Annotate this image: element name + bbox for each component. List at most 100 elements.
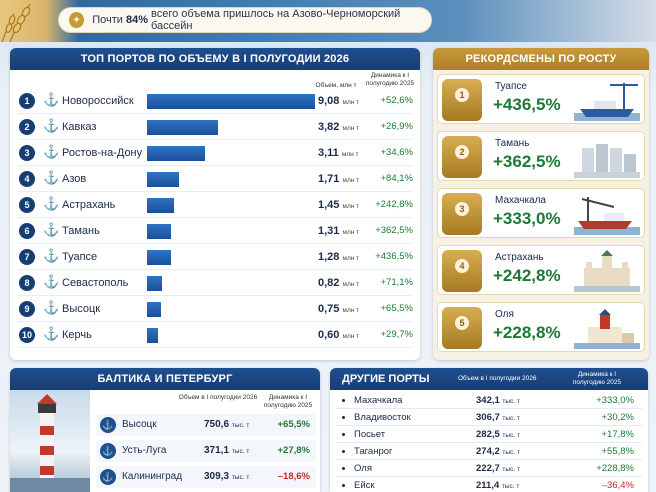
table-row: 3 ⚓ Ростов-на-Дону 3,11 млн т +34,6%: [10, 142, 420, 166]
volume-value: 371,1 тыс. т: [204, 445, 249, 456]
dynamics-value: +333,0%: [596, 395, 634, 406]
volume-unit: млн т: [342, 307, 360, 314]
volume-unit: млн т: [342, 333, 360, 340]
port-name: Астрахань: [62, 199, 116, 211]
volume-value: 222,7 тыс. т: [476, 463, 520, 474]
record-value: +242,8%: [493, 266, 561, 285]
other-ports-header: ДРУГИЕ ПОРТЫ Объем в I полугодии 2026 Ди…: [330, 368, 648, 390]
volume-unit: млн т: [342, 281, 360, 288]
volume-unit: тыс. т: [502, 432, 520, 439]
ship-illustration: [574, 83, 640, 121]
row-divider: [18, 321, 412, 322]
row-divider: [18, 269, 412, 270]
volume-value: 9,08 млн т: [318, 95, 359, 107]
volume-value: 274,2 тыс. т: [476, 446, 520, 457]
volume-number: 750,6: [204, 419, 230, 430]
bullet-icon: [342, 467, 345, 470]
dynamics-value: +228,8%: [596, 463, 634, 474]
volume-number: 371,1: [204, 445, 230, 456]
table-row: Ейск 211,4 тыс. т –36,4%: [336, 477, 642, 492]
bullet-icon: [342, 416, 345, 419]
volume-value: 309,3 тыс. т: [204, 471, 249, 482]
volume-number: 9,08: [318, 95, 340, 107]
anchor-icon: ⚓: [100, 443, 116, 459]
record-value: +362,5%: [493, 152, 561, 171]
church-illustration: [574, 309, 640, 349]
dynamics-value: +84,1%: [380, 173, 414, 184]
port-name: Тамань: [62, 225, 100, 237]
dynamics-value: +30,2%: [601, 412, 635, 423]
volume-value: 342,1 тыс. т: [476, 395, 520, 406]
rank-badge: 5: [19, 197, 35, 213]
port-name: Таганрог: [354, 446, 393, 457]
bullet-icon: [342, 450, 345, 453]
dynamics-value: +29,7%: [380, 329, 414, 340]
record-name: Астрахань: [495, 252, 544, 263]
rank-badge: 2: [19, 119, 35, 135]
table-row: Посьет 282,5 тыс. т +17,8%: [336, 426, 642, 443]
port-name: Азов: [62, 173, 87, 185]
volume-number: 1,28: [318, 251, 340, 263]
volume-unit: млн т: [342, 99, 360, 106]
volume-number: 0,75: [318, 303, 340, 315]
dynamics-value: +436,5%: [375, 251, 413, 262]
table-row: ⚓ Высоцк 750,6 тыс. т +65,5%: [96, 414, 316, 436]
table-row: 6 ⚓ Тамань 1,31 млн т +362,5%: [10, 220, 420, 244]
rank-badge: 8: [19, 275, 35, 291]
top-ports-panel: ТОП ПОРТОВ ПО ОБЪЕМУ В I ПОЛУГОДИИ 2026 …: [10, 48, 420, 360]
port-name: Усть-Луга: [122, 445, 167, 456]
anchor-icon: ⚓: [43, 326, 60, 341]
volume-unit: тыс. т: [501, 483, 520, 490]
row-divider: [18, 165, 412, 166]
volume-number: 1,45: [318, 199, 340, 211]
table-row: 5 ⚓ Астрахань 1,45 млн т +242,8%: [10, 194, 420, 218]
lighthouse-icon: [10, 394, 90, 492]
port-name: Керчь: [62, 329, 92, 341]
dynamics-value: +55,8%: [601, 446, 635, 457]
banner-text-pre: Почти: [92, 14, 123, 26]
anchor-icon: ⚓: [43, 196, 60, 211]
dynamics-value: +34,6%: [380, 147, 414, 158]
volume-number: 3,11: [318, 147, 339, 159]
table-row: 4 ⚓ Азов 1,71 млн т +84,1%: [10, 168, 420, 192]
dynamics-value: +242,8%: [375, 199, 413, 210]
volume-value: 0,60 млн т: [318, 329, 359, 341]
rank-badge: 6: [19, 223, 35, 239]
bar: [147, 250, 171, 265]
volume-number: 342,1: [476, 395, 500, 406]
dynamics-value: +65,5%: [380, 303, 414, 314]
volume-unit: тыс. т: [231, 474, 250, 481]
volume-number: 1,71: [318, 173, 340, 185]
volume-number: 0,82: [318, 277, 340, 289]
record-value: +333,0%: [493, 209, 561, 228]
volume-number: 222,7: [476, 463, 500, 474]
bar: [147, 146, 205, 161]
bar: [147, 120, 218, 135]
table-row: 1 ⚓ Новороссийск 9,08 млн т +52,6%: [10, 90, 420, 114]
volume-value: 3,82 млн т: [318, 121, 359, 133]
port-name: Калининград: [122, 471, 183, 482]
record-rank: 1: [455, 88, 469, 102]
bullet-icon: [342, 399, 345, 402]
record-rank: 5: [455, 316, 469, 330]
anchor-icon: ⚓: [43, 118, 60, 133]
dynamics-value: +71,1%: [380, 277, 414, 288]
volume-value: 1,31 млн т: [318, 225, 359, 237]
bar: [147, 328, 159, 343]
row-divider: [18, 113, 412, 114]
port-name: Туапсе: [62, 251, 98, 263]
trophy-icon: 1: [442, 79, 482, 121]
table-row: 10 ⚓ Керчь 0,60 млн т +29,7%: [10, 324, 420, 348]
baltic-col-dynamics: Динамика к I полугодию 2025: [263, 394, 313, 409]
record-name: Махачкала: [495, 195, 546, 206]
row-divider: [18, 347, 412, 348]
banner-text-post: всего объема пришлось на Азово-Черноморс…: [150, 8, 401, 32]
trophy-icon: 3: [442, 193, 482, 235]
bar: [147, 198, 174, 213]
anchor-icon: ⚓: [43, 222, 60, 237]
port-name: Ейск: [354, 480, 375, 491]
port-name: Махачкала: [354, 395, 403, 406]
rank-badge: 4: [19, 171, 35, 187]
volume-number: 309,3: [204, 471, 230, 482]
anchor-icon: ⚓: [43, 144, 60, 159]
